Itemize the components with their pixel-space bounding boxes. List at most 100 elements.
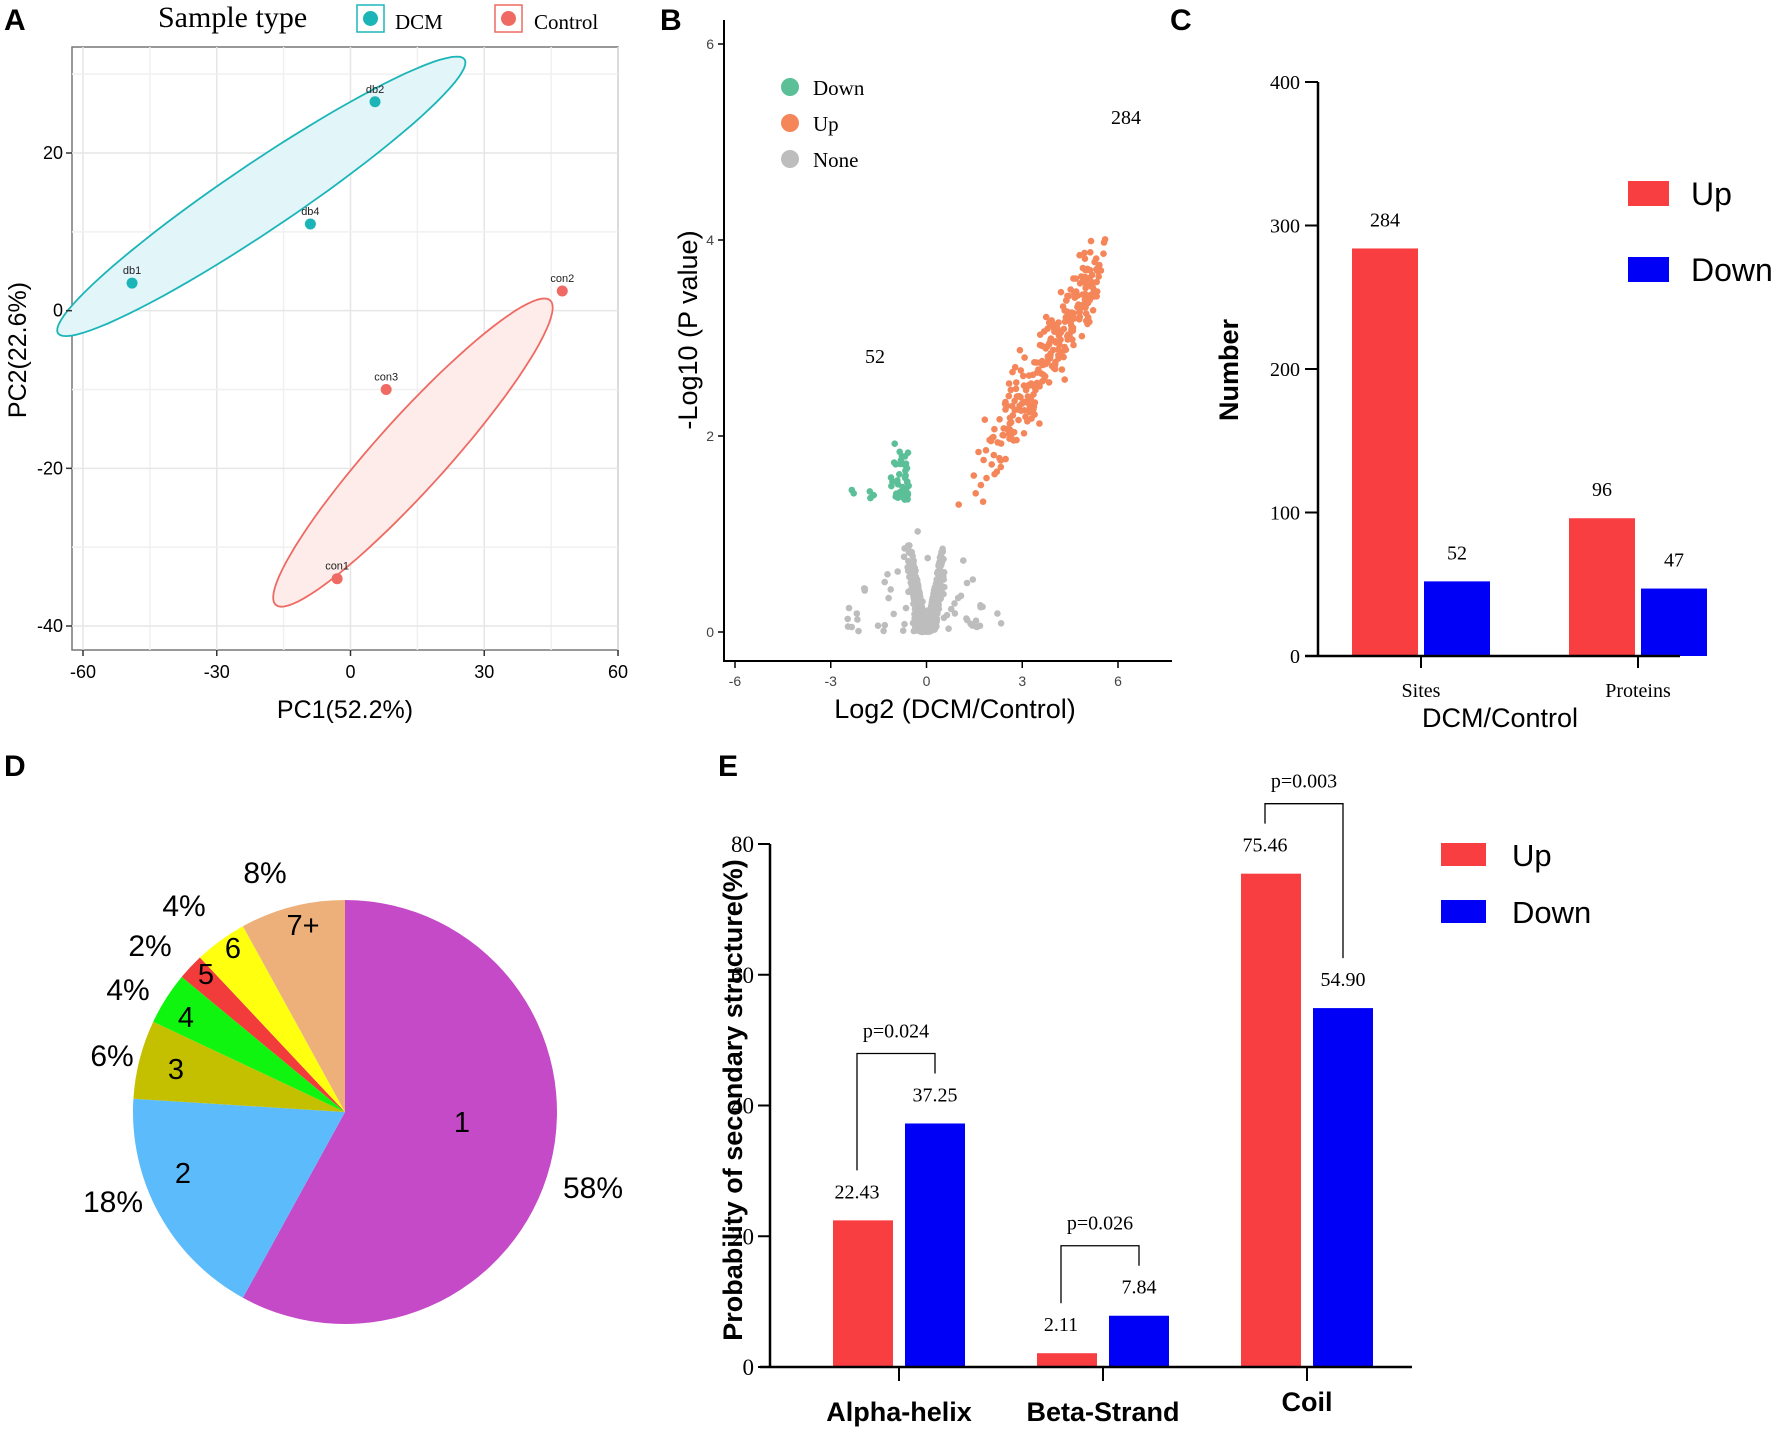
volcano-legend: Down Up None bbox=[781, 76, 865, 172]
pca-ytick-label: -40 bbox=[37, 616, 63, 636]
volcano-point-up bbox=[1006, 435, 1013, 443]
volcano-point-none bbox=[935, 560, 943, 568]
structure-ytick-label: 80 bbox=[731, 832, 754, 857]
volcano-point-up bbox=[977, 481, 985, 489]
volcano-point-none bbox=[912, 623, 919, 631]
volcano-ylabel: -Log10 (P value) bbox=[673, 230, 703, 429]
volcano-point-none bbox=[997, 620, 1005, 627]
pie-slice-3 bbox=[133, 1021, 345, 1112]
volcano-point-up bbox=[1084, 299, 1092, 307]
volcano-point-none bbox=[945, 625, 952, 632]
structure-bar-value: 22.43 bbox=[835, 1181, 880, 1203]
pca-point-db1 bbox=[126, 277, 138, 289]
volcano-point-none bbox=[844, 615, 851, 623]
volcano-point-down bbox=[903, 494, 911, 502]
volcano-point-none bbox=[890, 610, 897, 618]
pie-slice-1 bbox=[242, 900, 557, 1325]
volcano-point-none bbox=[916, 594, 924, 601]
pca-legend: Sample type DCM Control bbox=[158, 1, 598, 34]
volcano-point-none bbox=[977, 603, 984, 611]
pca-legend-dot-dcm bbox=[363, 11, 378, 26]
volcano-point-up bbox=[1044, 325, 1051, 333]
volcano-point-none bbox=[969, 576, 977, 583]
volcano-point-up bbox=[1086, 266, 1094, 274]
structure-xtick-label: Alpha-helix bbox=[826, 1397, 972, 1427]
count-xtick-label: Sites bbox=[1402, 680, 1441, 702]
volcano-point-down bbox=[901, 474, 909, 482]
volcano-point-up bbox=[1058, 366, 1066, 373]
pie-chart: 1 58% 2 18% 3 6% 4 4% 5 2% 6 4% 7+8% bbox=[83, 857, 623, 1325]
pie-slice-label: 1 bbox=[454, 1107, 470, 1139]
volcano-point-none bbox=[853, 610, 861, 617]
volcano-point-up bbox=[955, 501, 962, 508]
volcano-point-none bbox=[911, 598, 918, 605]
volcano-point-up bbox=[1071, 294, 1079, 302]
structure-ticks: 0 20 40 60 80 bbox=[731, 832, 770, 1380]
structure-bar-value: 54.90 bbox=[1321, 969, 1366, 991]
volcano-point-none bbox=[894, 568, 901, 575]
volcano-legend-label-up: Up bbox=[813, 112, 839, 136]
volcano-point-up bbox=[1084, 314, 1092, 321]
volcano-point-up bbox=[1059, 303, 1067, 310]
volcano-down-count: 52 bbox=[865, 346, 885, 368]
pie-percent-label: 58% bbox=[563, 1172, 623, 1205]
volcano-point-none bbox=[903, 544, 911, 552]
pca-ellipse-dcm bbox=[56, 55, 467, 338]
volcano-point-up bbox=[1081, 255, 1089, 262]
volcano-point-up bbox=[982, 447, 990, 454]
volcano-xtick-label: 3 bbox=[1018, 673, 1026, 689]
structure-bar-value: 37.25 bbox=[913, 1084, 958, 1106]
pca-xtick-label: 30 bbox=[474, 662, 494, 682]
volcano-ytick-label: 0 bbox=[706, 624, 714, 640]
volcano-point-up bbox=[1055, 319, 1062, 326]
volcano-point-none bbox=[874, 622, 882, 629]
volcano-point-none bbox=[924, 626, 931, 634]
volcano-point-up bbox=[1031, 411, 1038, 418]
structure-significance-bracket bbox=[1264, 803, 1344, 959]
volcano-point-up bbox=[1041, 376, 1048, 384]
structure-legend: Up Down bbox=[1441, 838, 1591, 930]
volcano-point-down bbox=[902, 467, 909, 475]
volcano-point-up bbox=[1009, 368, 1016, 376]
pca-xtick-label: 60 bbox=[608, 662, 628, 682]
volcano-point-none bbox=[951, 600, 958, 607]
volcano-point-up bbox=[1026, 408, 1033, 416]
volcano-point-none bbox=[924, 607, 932, 614]
structure-bar-value: 75.46 bbox=[1243, 835, 1288, 857]
volcano-legend-dot-up bbox=[781, 114, 799, 132]
volcano-point-up bbox=[1015, 392, 1023, 400]
volcano-point-none bbox=[902, 604, 910, 612]
pca-point-label: con2 bbox=[550, 273, 574, 285]
pie-slices bbox=[132, 900, 557, 1325]
structure-pvalue-label: p=0.003 bbox=[1271, 771, 1337, 793]
count-bar-value: 52 bbox=[1447, 542, 1467, 564]
pca-ytick-label: -20 bbox=[37, 458, 63, 478]
structure-significance-bracket bbox=[856, 1052, 936, 1171]
structure-bars: 22.43 37.25 p=0.024 Alpha-helix 2.11 7.84 p=0.… bbox=[826, 771, 1373, 1427]
volcano-point-up bbox=[1002, 455, 1009, 463]
count-ytick-label: 200 bbox=[1270, 359, 1300, 381]
pca-point-label: db4 bbox=[301, 206, 319, 218]
volcano-point-none bbox=[884, 571, 891, 578]
volcano-point-up bbox=[1048, 362, 1056, 370]
volcano-point-up bbox=[1018, 400, 1026, 407]
volcano-point-none bbox=[934, 586, 941, 594]
pie-slice-label: 3 bbox=[168, 1054, 184, 1086]
volcano-point-none bbox=[885, 594, 892, 602]
volcano-point-up bbox=[1089, 307, 1097, 314]
pca-point-con3 bbox=[380, 384, 392, 395]
pie-labels: 1 58% 2 18% 3 6% 4 4% 5 2% 6 4% 7+8% bbox=[83, 857, 623, 1219]
pca-points: db1 db2 db4 con1 con2 con3 bbox=[123, 84, 574, 585]
volcano-point-up bbox=[1061, 376, 1068, 383]
volcano-point-up bbox=[1031, 399, 1039, 406]
volcano-point-none bbox=[887, 586, 894, 593]
volcano-point-up bbox=[1016, 346, 1024, 354]
volcano-point-up bbox=[1052, 324, 1060, 332]
pca-ytick-label: 20 bbox=[43, 143, 63, 163]
volcano-xtick-label: -6 bbox=[729, 673, 742, 689]
volcano-point-down bbox=[893, 490, 900, 498]
volcano-point-up bbox=[1036, 341, 1044, 349]
count-bar-chart: 284 52 Sites 96 47 Proteins 0 100 200 300 400 Up D… bbox=[1214, 72, 1772, 733]
volcano-point-up bbox=[1057, 329, 1064, 337]
volcano-xlabel: Log2 (DCM/Control) bbox=[834, 694, 1076, 724]
